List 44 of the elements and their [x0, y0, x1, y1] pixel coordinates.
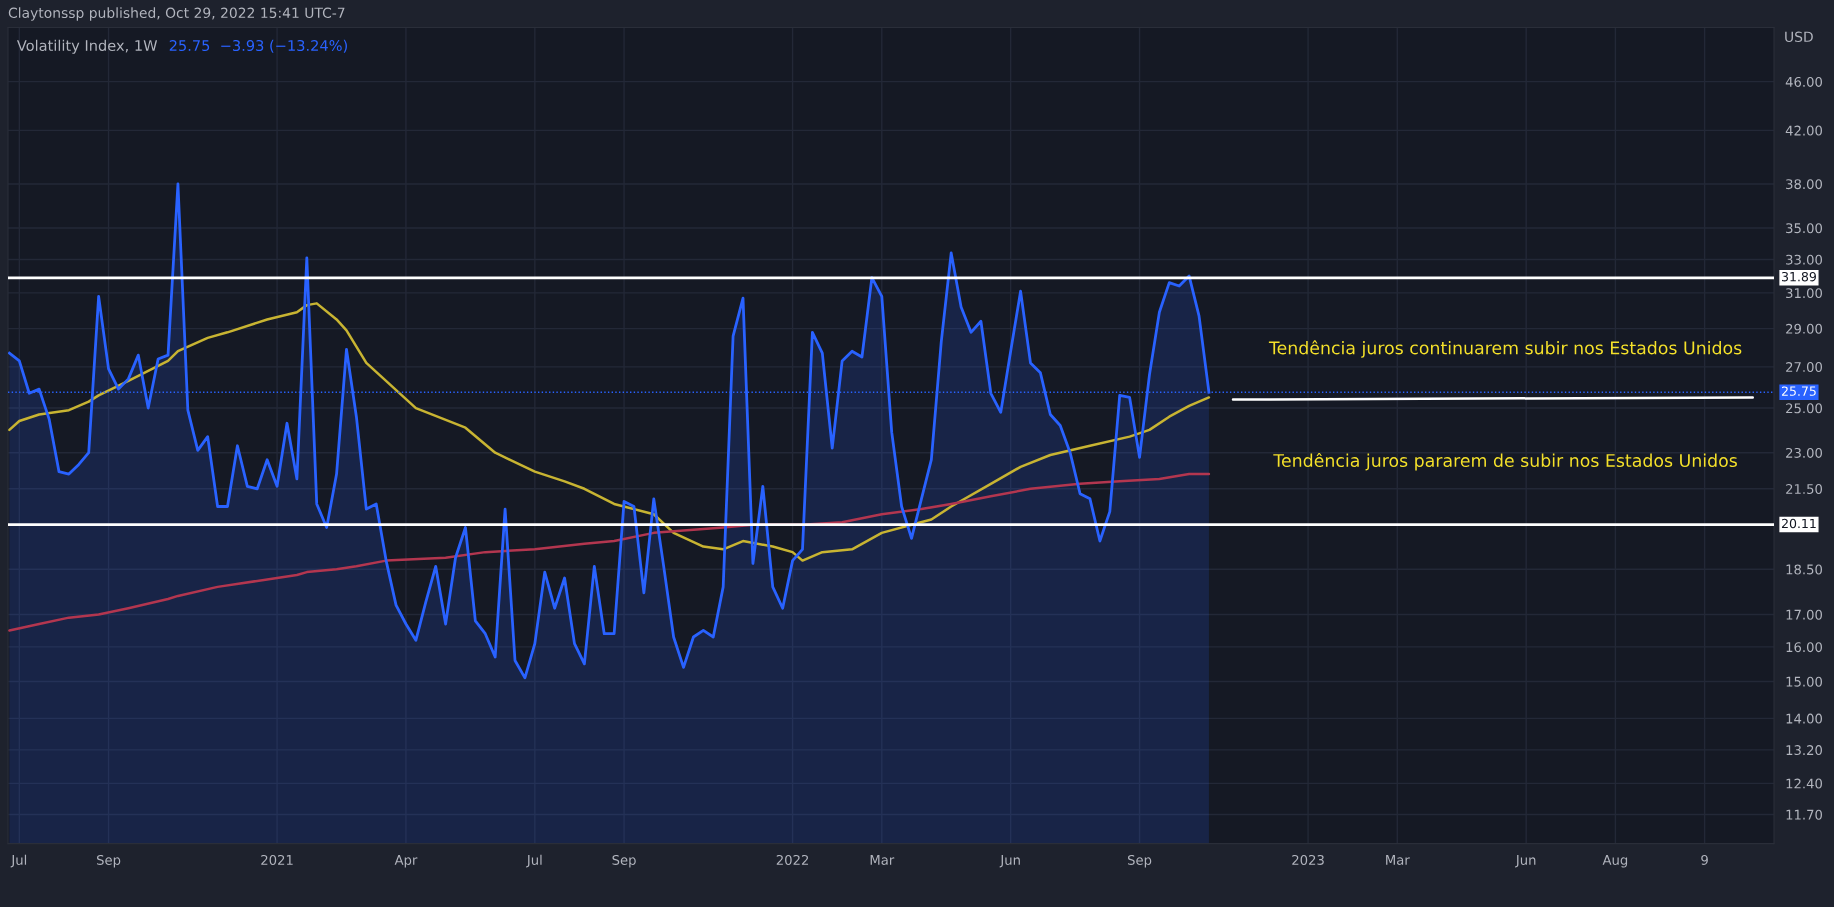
y-tick-label: 16.00: [1786, 642, 1823, 653]
y-tick-label: 29.00: [1786, 323, 1823, 334]
text: Claytonssp published, Oct 29, 2022 15:41 UTC-7: [8, 7, 345, 21]
y-tick-label: 46.00: [1785, 76, 1823, 87]
x-tick-label: Jul: [10, 854, 27, 868]
y-tick-label: 35.00: [1786, 223, 1823, 234]
text: Volatility Index, 1W: [16, 39, 158, 54]
x-tick-label: Jun: [999, 855, 1020, 868]
y-tick-label: 21.50: [1786, 484, 1823, 494]
x-tick-label: Jul: [526, 854, 542, 868]
x-tick-label: Jun: [1515, 855, 1536, 868]
y-tick-label: 27.00: [1786, 362, 1823, 373]
x-tick-label: Aug: [1602, 855, 1628, 868]
ref-line-label: 25.75: [1781, 386, 1816, 396]
x-tick-label: 2021: [261, 854, 293, 865]
y-tick-label: 25.00: [1786, 403, 1823, 414]
x-tick-label: Sep: [612, 854, 636, 868]
y-tick-label: 42.00: [1785, 125, 1823, 136]
y-axis-title: USD: [1785, 31, 1813, 43]
text: 25.75 −3.93 (−13.24%): [169, 39, 347, 53]
x-tick-label: Sep: [1127, 854, 1152, 868]
y-tick-label: 18.50: [1786, 564, 1823, 575]
x-tick-label: Apr: [394, 855, 418, 868]
annotation: Tendência juros pararem de subir nos Estados Unidos: [1273, 452, 1737, 471]
x-tick-label: Sep: [96, 854, 121, 868]
x-tick-label: 9: [1701, 854, 1708, 865]
y-tick-label: 14.00: [1786, 713, 1823, 724]
y-tick-label: 15.00: [1786, 676, 1823, 687]
y-tick-label: 13.20: [1786, 745, 1823, 756]
y-tick-label: 11.70: [1786, 809, 1823, 820]
annotation: Tendência juros continuarem subir nos Estados Unidos: [1268, 340, 1742, 358]
y-tick-label: 17.00: [1786, 609, 1823, 620]
x-tick-label: Mar: [1386, 855, 1410, 865]
y-tick-label: 38.00: [1786, 179, 1823, 190]
ref-line-label: 31.89: [1782, 271, 1816, 282]
line-series: [8, 302, 1211, 562]
y-tick-label: 33.00: [1786, 254, 1823, 265]
ref-line-label: 20.11: [1781, 518, 1816, 529]
x-tick-label: Mar: [870, 855, 895, 865]
y-tick-label: 31.00: [1786, 288, 1823, 299]
x-tick-label: 2022: [776, 854, 809, 865]
y-tick-label: 23.00: [1786, 447, 1823, 458]
x-tick-label: 2023: [1292, 854, 1324, 865]
y-tick-label: 12.40: [1786, 778, 1823, 789]
